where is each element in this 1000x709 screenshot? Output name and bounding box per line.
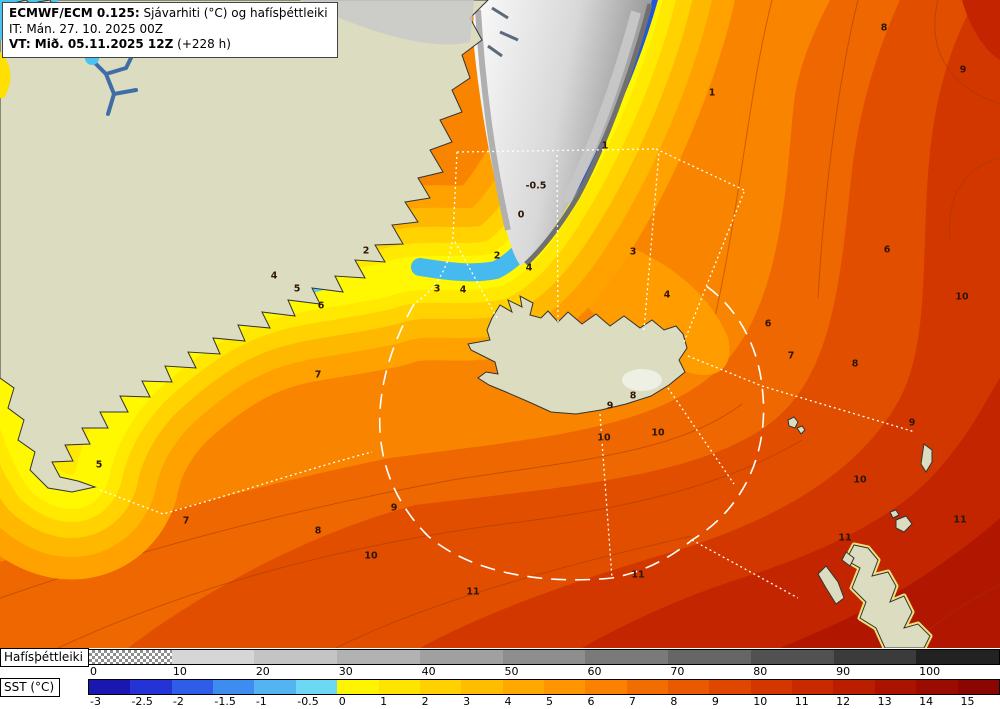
legend-tick: 10 <box>172 665 187 678</box>
legend-segment <box>337 650 420 664</box>
legend-segment <box>502 650 586 664</box>
legend-tick: 0 <box>338 695 346 708</box>
legend-tick: 12 <box>836 695 851 708</box>
sst-legend-bar <box>88 679 1000 695</box>
legend-tick: -0.5 <box>297 695 319 708</box>
legend-tick: 90 <box>836 665 851 678</box>
west-greenland-fjords <box>82 50 138 116</box>
sst-legend-label: SST (°C) <box>0 678 61 697</box>
greenland-landmass <box>0 0 489 493</box>
legend-segment <box>792 680 834 694</box>
model-title-line: ECMWF/ECM 0.125: Sjávarhiti (°C) og hafí… <box>9 6 328 22</box>
legend-segment <box>254 680 296 694</box>
legend-segment <box>626 680 669 694</box>
legend-tick: 7 <box>628 695 636 708</box>
legend-segment <box>171 680 214 694</box>
legend-segment <box>585 650 669 664</box>
init-time-line: IT: Mán. 27. 10. 2025 00Z <box>9 21 163 36</box>
legend-tick: 0 <box>90 665 97 678</box>
shetland-orkney-islands <box>889 443 933 533</box>
scotland-landmass <box>817 542 933 648</box>
valid-time: VT: Mið. 05.11.2025 12Z <box>9 37 174 52</box>
vatnajokull-glacier <box>622 369 662 391</box>
valid-time-line: VT: Mið. 05.11.2025 12Z (+228 h) <box>9 37 328 53</box>
legend-tick: 11 <box>794 695 809 708</box>
legend-tick: 14 <box>919 695 934 708</box>
sst-legend-ticks: -3 -2.5 -2 -1.5 -1 -0.5 0 1 2 3 4 5 6 7 8 9 10 11 12 13 14 15 <box>88 695 1000 708</box>
legend-tick: -2.5 <box>131 695 153 708</box>
legend-segment <box>89 650 172 664</box>
legend-tick: 8 <box>670 695 678 708</box>
isotherm-contour-lines <box>0 0 1000 648</box>
map-svg <box>0 0 1000 648</box>
legend-segment <box>171 650 255 664</box>
hebrides-islands <box>817 565 845 605</box>
legend-segment <box>957 680 999 694</box>
legend-segment <box>833 650 917 664</box>
legend-tick: 4 <box>504 695 512 708</box>
legend-tick: 10 <box>753 695 768 708</box>
legend-tick: 60 <box>587 665 602 678</box>
legend-tick: 100 <box>919 665 941 678</box>
forecast-info-box: ECMWF/ECM 0.125: Sjávarhiti (°C) og hafí… <box>2 2 338 58</box>
legend-segment <box>874 680 917 694</box>
legend-segment <box>378 680 420 694</box>
legend-tick: 1 <box>380 695 388 708</box>
legend-tick: 40 <box>421 665 436 678</box>
legend-tick: -1.5 <box>214 695 236 708</box>
legend-segment <box>502 680 544 694</box>
legend-segment <box>750 680 793 694</box>
legend-segment <box>916 680 958 694</box>
legend-tick: 80 <box>753 665 768 678</box>
lead-time: (+228 h) <box>173 37 231 52</box>
legend-segment <box>833 680 875 694</box>
legend-segment <box>254 650 338 664</box>
legend-segment <box>130 680 172 694</box>
legend-segment <box>337 680 379 694</box>
legend-tick: 15 <box>960 695 975 708</box>
legend-tick: -1 <box>255 695 267 708</box>
legend-segment <box>461 680 503 694</box>
ice-legend-label: Hafísþéttleiki <box>0 648 89 667</box>
legend-segment <box>668 650 751 664</box>
legend-tick: 13 <box>877 695 892 708</box>
ice-legend-row: 0 10 20 30 40 50 60 70 80 90 100 Hafísþéttleiki <box>0 648 1000 678</box>
legend-tick: 2 <box>421 695 429 708</box>
ice-legend-ticks: 0 10 20 30 40 50 60 70 80 90 100 <box>88 665 1000 678</box>
legend-segment <box>89 680 131 694</box>
map-area: 1 8 9 1 -0.5 0 2 4 3 4 3 4 6 6 7 8 10 9 10 11 8 9 10 10 7 5 7 8 9 10 1… <box>0 0 1000 648</box>
model-name: ECMWF/ECM 0.125: <box>9 6 140 20</box>
legend-tick: 9 <box>711 695 719 708</box>
legend-segment <box>750 650 834 664</box>
legend-tick: 3 <box>463 695 471 708</box>
model-variables: Sjávarhiti (°C) og hafísþéttleiki <box>139 6 328 20</box>
legend-tick: 50 <box>504 665 519 678</box>
legend-tick: 70 <box>670 665 685 678</box>
forecast-zone-lines <box>99 148 916 599</box>
legend-segment <box>916 650 1000 664</box>
legend-tick: -2 <box>172 695 184 708</box>
legend-tick: -3 <box>90 695 101 708</box>
ice-legend-bar <box>88 649 1000 665</box>
legend-segment <box>585 680 627 694</box>
legend-segment <box>295 680 338 694</box>
legend-segment <box>668 680 710 694</box>
legend-tick: 30 <box>338 665 353 678</box>
legend-tick: 6 <box>587 695 595 708</box>
legend-segment <box>213 680 255 694</box>
sst-legend-row: -3 -2.5 -2 -1.5 -1 -0.5 0 1 2 3 4 5 6 7 8 9 10 11 12 13 14 15… <box>0 678 1000 709</box>
legend-segment <box>419 680 462 694</box>
legend-tick: 20 <box>255 665 270 678</box>
faroe-islands <box>787 416 806 435</box>
legend-segment <box>543 680 586 694</box>
legend-tick: 5 <box>546 695 553 708</box>
legend-segment <box>709 680 751 694</box>
legend-segment <box>419 650 503 664</box>
